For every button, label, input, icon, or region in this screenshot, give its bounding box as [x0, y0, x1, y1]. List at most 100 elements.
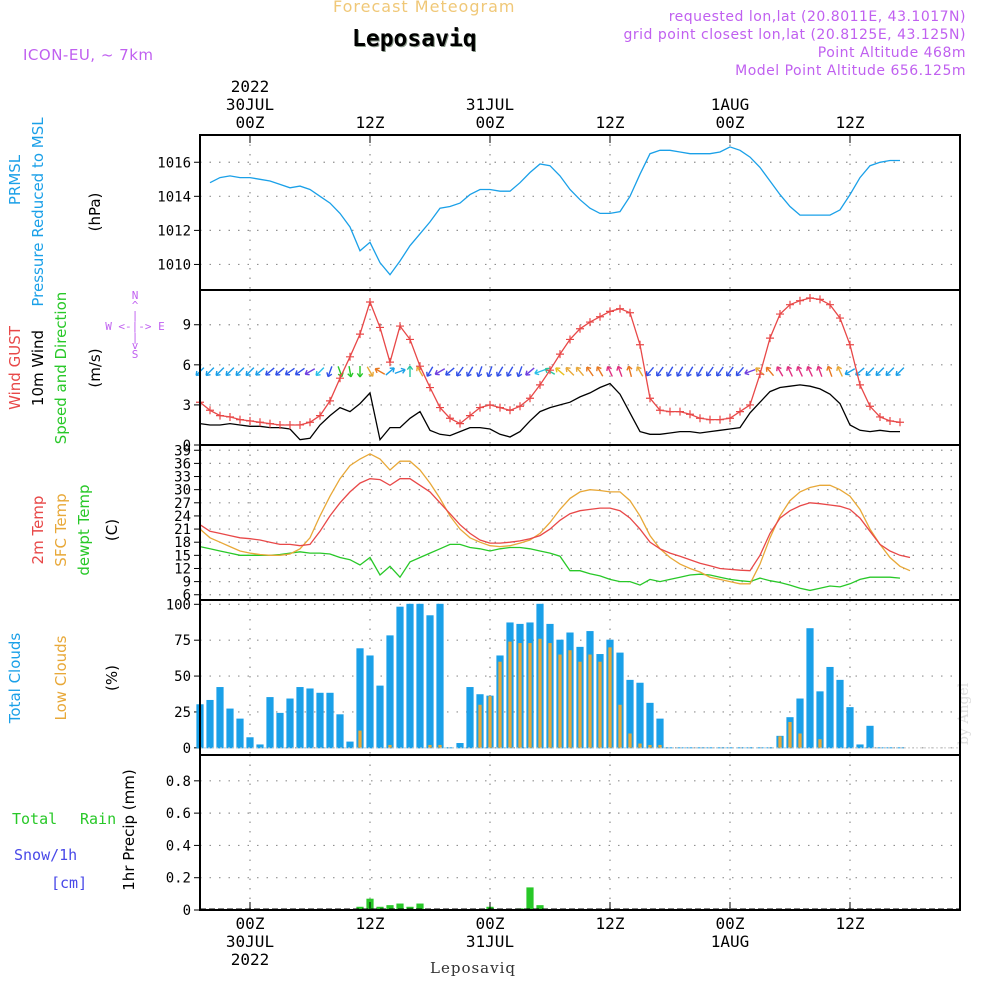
wind-arrow: [765, 366, 775, 377]
total-clouds-label: Total Clouds: [6, 633, 24, 725]
compass-bar-bottom: |: [132, 331, 139, 344]
time-label-top: 00Z: [716, 113, 745, 132]
y-tick-label: 9: [183, 318, 191, 334]
y-tick-label: 3: [183, 398, 191, 414]
gust-marker: [456, 419, 464, 428]
wind-arrow: [326, 366, 333, 378]
wind-arrow: [776, 366, 784, 377]
gust-marker: [516, 402, 524, 411]
gust-marker: [846, 340, 854, 349]
compass-down: v: [132, 339, 139, 352]
prmsl-label: PRMSL: [6, 154, 24, 205]
wind-unit-label: (m/s): [86, 348, 104, 387]
y-tick-label: 0: [183, 903, 191, 919]
gust-marker: [896, 418, 904, 427]
low-clouds-bar: [488, 696, 492, 748]
y-tick-label: 27: [174, 496, 191, 512]
sfc-temp-line: [199, 453, 911, 585]
wind-arrow: [816, 365, 823, 377]
y-tick-label: 12: [174, 561, 191, 577]
footer-location: Leposaviq: [430, 959, 516, 977]
total-clouds-bar: [856, 744, 864, 749]
gust-marker: [466, 411, 474, 420]
rain-bar: [386, 905, 394, 910]
t2m-label: 2m Temp: [29, 496, 47, 565]
wind-arrow: [706, 366, 714, 377]
low-clouds-bar: [538, 638, 542, 748]
wind-arrow: [456, 366, 464, 377]
wind-arrow: [366, 366, 374, 377]
low-clouds-bar: [818, 739, 822, 748]
gust-marker: [746, 400, 754, 409]
wind-arrow: [385, 367, 395, 376]
rain-bar: [356, 906, 364, 910]
y-tick-label: 1010: [157, 257, 191, 273]
wind-arrow: [225, 367, 235, 377]
total-clouds-bar: [386, 635, 394, 749]
gust-marker: [636, 340, 644, 349]
low-clouds-bars: [358, 638, 822, 748]
gust-marker: [416, 362, 424, 371]
gust-marker: [576, 324, 584, 333]
wind-arrow: [786, 365, 793, 377]
gust-marker: [446, 414, 454, 423]
time-label-bottom: 1AUG: [711, 932, 750, 951]
compass-s: S: [132, 348, 139, 361]
y-tick-label: 6: [183, 358, 191, 374]
wind-arrow: [245, 367, 255, 377]
snow-label: Snow/1h: [14, 846, 77, 864]
gust-marker: [256, 418, 264, 427]
y-tick-label: 1012: [157, 223, 191, 239]
wind-arrow: [337, 366, 344, 378]
total-clouds-bar: [846, 707, 854, 749]
y-tick-label: 0.8: [166, 774, 191, 790]
gust-marker: [696, 414, 704, 423]
pressure-reduced-label: Pressure Reduced to MSL: [29, 117, 47, 307]
gust-marker: [556, 350, 564, 359]
rain-bar: [406, 906, 414, 910]
gust-marker: [806, 294, 814, 303]
y-tick-label: 21: [174, 522, 191, 538]
y-tick-label: 25: [174, 705, 191, 721]
gust-marker: [496, 403, 504, 412]
gust-marker: [686, 410, 694, 419]
total-clouds-bar: [436, 603, 444, 749]
point-altitude: Point Altitude 468m: [817, 45, 966, 61]
y-tick-label: 30: [174, 483, 191, 499]
gust-marker: [666, 407, 674, 416]
rain-bar: [376, 906, 384, 910]
gust-marker: [296, 420, 304, 429]
low-clouds-bar: [438, 744, 442, 748]
low-clouds-bar: [608, 647, 612, 748]
total-clouds-bar: [256, 744, 264, 749]
y-tick-label: 0: [183, 741, 191, 757]
time-label-bottom: 12Z: [836, 914, 865, 933]
panel-frame-temp: [199, 444, 961, 601]
total-clouds-bar: [326, 692, 334, 749]
y-tick-label: 36: [174, 456, 191, 472]
wind-arrow: [534, 368, 546, 376]
gust-marker: [526, 394, 534, 403]
total-clouds-bar: [376, 685, 384, 749]
wind-arrow: [716, 366, 724, 377]
wind-arrow: [347, 365, 354, 378]
wind-arrow: [826, 365, 833, 377]
gust-marker: [656, 406, 664, 415]
gust-marker: [506, 406, 514, 415]
gust-marker: [716, 415, 724, 424]
gust-marker: [756, 370, 764, 379]
gust-marker: [776, 310, 784, 319]
total-clouds-bar: [816, 691, 824, 749]
wind-arrow: [356, 366, 364, 378]
gust-marker: [886, 416, 894, 425]
total-clouds-bar: [626, 679, 634, 749]
gust-marker: [786, 300, 794, 309]
wind-arrow: [555, 367, 565, 376]
y-tick-label: 0.4: [166, 838, 191, 854]
low-clouds-bar: [798, 733, 802, 748]
panel-frame-pressure: [199, 134, 961, 291]
gust-marker: [226, 412, 234, 421]
total-clouds-bar: [356, 648, 364, 749]
